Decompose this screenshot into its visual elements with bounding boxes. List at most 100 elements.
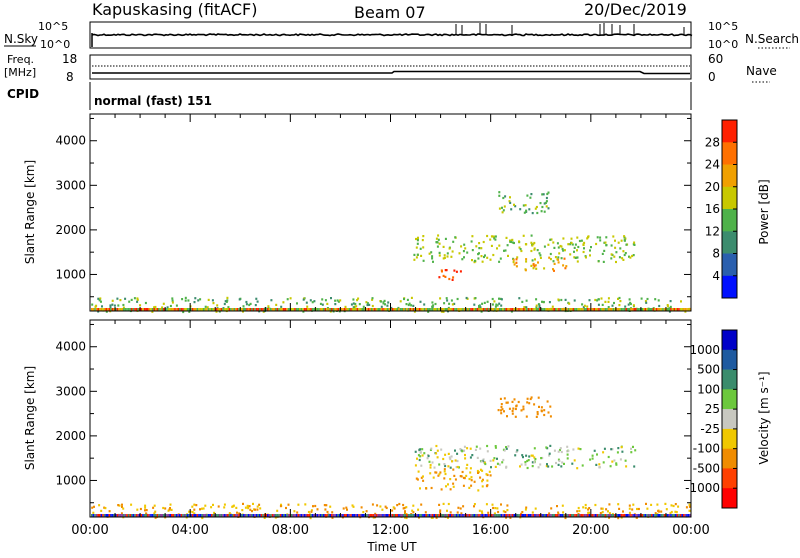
ground-scatter-cell [201,308,203,311]
echo-cell [430,251,433,254]
ground-scatter-cell [374,514,376,517]
ground-scatter-cell [259,514,261,517]
echo-cell [545,465,548,468]
echo-cell [618,296,621,300]
colorbar-bin [722,209,737,232]
echo-cell [471,454,474,457]
echo-cell [613,255,616,258]
echo-cell [521,511,524,514]
echo-cell [594,298,597,302]
echo-cell [447,465,450,468]
ground-scatter-cell [276,308,279,311]
echo-cell [259,507,262,510]
echo-cell [436,245,439,248]
ground-scatter-cell [537,308,539,311]
echo-cell [532,267,535,270]
ground-scatter-cell [326,308,328,311]
ground-scatter-cell [471,308,474,311]
ground-scatter-cell [183,308,186,311]
echo-cell [599,236,602,239]
time-tick-label: 00:00 [71,523,108,538]
echo-cell [526,459,529,463]
ground-scatter-cell [623,514,626,517]
echo-cell [632,304,635,307]
ground-scatter-cell [579,308,581,311]
echo-cell [117,304,120,307]
echo-cell [503,249,505,252]
echo-cell [531,259,534,262]
echo-cell [483,461,486,464]
echo-cell [225,300,228,303]
velocity-echoes [91,396,692,520]
echo-cell [493,235,495,238]
echo-cell [486,473,489,477]
ground-scatter-cell [191,308,194,311]
echo-cell [587,236,589,239]
echo-cell [536,211,539,215]
echo-cell [442,245,445,248]
echo-cell [443,463,446,466]
ground-scatter-cell [155,514,157,517]
ground-scatter-cell [345,308,347,311]
echo-cell [124,297,127,300]
ground-scatter-cell [529,308,531,311]
velocity-ylabel: Slant Range [km] [23,366,37,470]
ground-scatter-cell [287,514,290,517]
echo-cell [530,249,533,253]
colorbar-bin [722,349,737,370]
colorbar-tick-label: 20 [705,180,720,194]
ground-scatter-cell [547,308,549,311]
echo-cell [509,516,512,519]
echo-cell [628,298,631,301]
echo-cell [217,505,220,508]
echo-cell [255,297,258,300]
echo-cell [499,297,502,300]
ground-scatter-cell [401,308,403,311]
ground-scatter-cell [278,308,280,311]
echo-cell [415,477,418,480]
echo-cell [559,448,561,452]
echo-cell [550,507,553,510]
ground-scatter-cell [388,308,391,311]
colorbar-bin [722,330,737,351]
ground-scatter-cell [499,514,501,517]
echo-cell [446,252,449,255]
ground-scatter-cell [659,514,661,517]
echo-cell [302,310,305,313]
colorbar-tick-label: 24 [705,158,720,172]
echo-cell [442,257,445,260]
ground-scatter-cell [428,514,431,517]
ground-scatter-cell [635,308,637,311]
echo-cell [439,509,442,512]
ground-scatter-cell [230,514,232,517]
echo-cell [538,304,541,307]
ground-scatter-cell [353,308,355,311]
ground-scatter-cell [518,514,520,517]
echo-cell [474,297,477,300]
echo-cell [197,299,200,302]
ground-scatter-cell [95,514,98,517]
ground-scatter-cell [651,514,653,517]
echo-cell [584,255,587,258]
ground-scatter-cell [423,308,426,311]
echo-cell [542,193,545,196]
ground-scatter-cell [292,514,295,517]
ground-scatter-cell [103,308,106,311]
ground-scatter-cell [635,514,637,517]
ground-scatter-cell [686,308,688,311]
echo-cell [323,504,326,507]
echo-cell [589,249,591,252]
ground-scatter-cell [505,514,507,517]
echo-cell [454,459,457,462]
ground-scatter-cell [545,308,547,311]
echo-cell [562,237,565,240]
echo-cell [568,302,571,305]
ground-scatter-cell [563,514,565,517]
echo-cell [528,455,531,458]
ground-scatter-cell [545,514,547,517]
echo-cell [342,507,345,510]
echo-cell [248,303,251,307]
ground-scatter-cell [102,308,104,311]
ground-scatter-cell [196,308,199,311]
